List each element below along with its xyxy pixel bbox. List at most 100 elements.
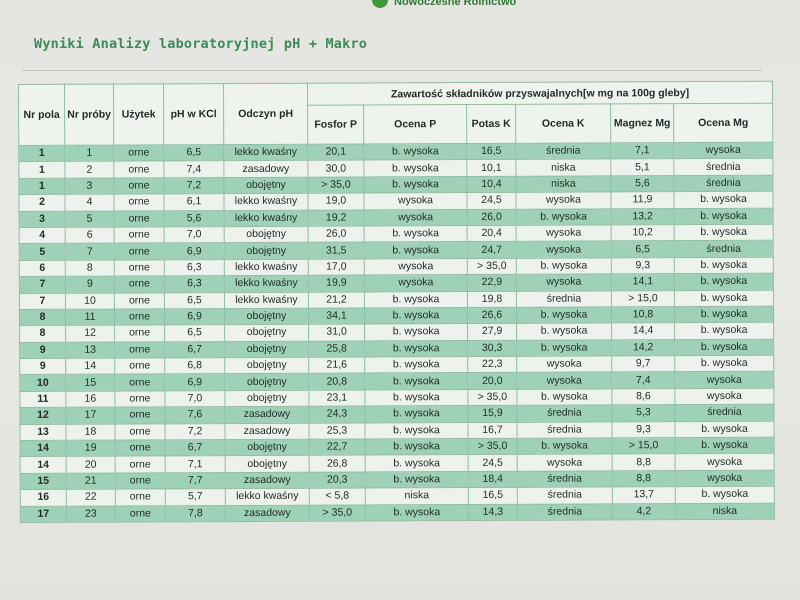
cell-potas: 24,5 [466, 192, 517, 210]
cell-ocena-mg: wysoka [675, 470, 775, 487]
cell-fosfor: 31,0 [308, 324, 365, 341]
cell-ocena-p: b. wysoka [363, 176, 467, 194]
cell-ocena-mg: średnia [674, 404, 775, 422]
cell-ocena-k: b. wysoka [516, 339, 612, 357]
cell-uzytek: orne [114, 210, 165, 228]
cell-potas: 22,9 [467, 274, 517, 292]
cell-ph-kcl: 6,9 [164, 374, 225, 391]
cell-uzytek: orne [114, 226, 165, 244]
cell-odczyn: lekko kwaśny [224, 275, 309, 293]
cell-nr-pola: 8 [19, 309, 66, 326]
cell-ocena-mg: wysoka [674, 388, 774, 405]
cell-ocena-mg: b. wysoka [674, 306, 774, 323]
cell-magnez: > 15,0 [612, 437, 676, 455]
cell-nr-proby: 6 [65, 227, 115, 244]
cell-nr-pola: 7 [19, 292, 66, 310]
cell-fosfor: > 35,0 [307, 176, 364, 194]
cell-magnez: 14,4 [611, 322, 675, 340]
cell-uzytek: orne [113, 161, 164, 178]
cell-magnez: 5,3 [611, 404, 675, 422]
cell-ocena-k: niska [515, 159, 611, 177]
cell-fosfor: 26,8 [309, 455, 366, 473]
cell-ocena-p: b. wysoka [365, 471, 469, 489]
cell-nr-pola: 17 [20, 505, 67, 523]
header-potas: Potas K [466, 104, 516, 144]
cell-odczyn: lekko kwaśny [224, 209, 309, 227]
cell-potas: 22,3 [467, 356, 517, 374]
cell-ocena-k: b. wysoka [516, 323, 612, 341]
cell-nr-pola: 4 [19, 227, 66, 244]
cell-ph-kcl: 6,5 [163, 144, 224, 162]
cell-ocena-mg: b. wysoka [674, 322, 774, 340]
cell-ocena-mg: średnia [673, 158, 773, 176]
cell-uzytek: orne [114, 423, 166, 441]
results-table: Nr pola Nr próby Użytek pH w KCl Odczyn … [18, 81, 775, 523]
cell-nr-pola: 14 [20, 456, 67, 474]
cell-odczyn: zasadowy [224, 422, 310, 440]
cell-uzytek: orne [115, 489, 166, 506]
cell-nr-proby: 17 [65, 407, 115, 424]
cell-fosfor: 26,0 [308, 225, 365, 243]
cell-nr-proby: 12 [65, 325, 115, 342]
cell-ocena-p: b. wysoka [364, 389, 468, 407]
cell-ph-kcl: 6,3 [164, 275, 225, 293]
cell-ocena-p: b. wysoka [364, 422, 469, 440]
cell-ph-kcl: 6,5 [164, 324, 225, 342]
cell-potas: > 35,0 [468, 438, 518, 455]
cell-ph-kcl: 7,0 [164, 390, 225, 408]
cell-ocena-mg: średnia [673, 174, 774, 192]
cell-fosfor: < 5,8 [309, 488, 366, 505]
cell-fosfor: 25,8 [308, 340, 365, 358]
cell-nr-proby: 20 [66, 456, 116, 474]
cell-uzytek: orne [115, 456, 166, 473]
cell-odczyn: lekko kwaśny [225, 488, 310, 506]
cell-uzytek: orne [114, 308, 165, 326]
cell-ocena-mg: b. wysoka [674, 289, 774, 307]
cell-ocena-k: średnia [516, 405, 612, 422]
cell-nr-proby: 22 [66, 489, 116, 506]
cell-magnez: 4,2 [612, 503, 676, 520]
cell-nr-pola: 14 [20, 440, 67, 457]
cell-odczyn: obojętny [224, 324, 309, 342]
cell-potas: 26,0 [467, 208, 517, 226]
cell-ocena-mg: b. wysoka [674, 256, 774, 274]
cell-magnez: 13,7 [612, 486, 676, 504]
cell-odczyn: obojętny [225, 455, 310, 473]
cell-ocena-p: b. wysoka [365, 438, 469, 456]
cell-uzytek: orne [113, 177, 164, 195]
cell-ocena-mg: b. wysoka [674, 273, 774, 291]
cell-ph-kcl: 7,1 [165, 456, 226, 473]
cell-ocena-k: średnia [516, 421, 613, 439]
cell-ph-kcl: 6,3 [164, 259, 225, 276]
cell-potas: 20,4 [467, 225, 517, 242]
cell-nr-pola: 7 [19, 276, 66, 294]
cell-uzytek: orne [113, 194, 165, 211]
cell-ocena-mg: b. wysoka [674, 207, 774, 225]
cell-ocena-k: średnia [516, 290, 612, 308]
header-magnez: Magnez Mg [610, 103, 674, 143]
cell-odczyn: obojętny [224, 373, 309, 391]
cell-magnez: 14,1 [611, 273, 675, 291]
cell-magnez: 8,6 [611, 388, 675, 406]
table-row: 17 23 orne 7,8 zasadowy > 35,0 b. wysoka 14,3 śr… [20, 502, 775, 523]
cell-ocena-k: średnia [517, 503, 613, 521]
cell-fosfor: > 35,0 [309, 504, 366, 522]
cell-nr-pola: 2 [18, 194, 66, 212]
cell-nr-pola: 12 [19, 407, 66, 425]
cell-odczyn: obojętny [223, 177, 308, 194]
cell-uzytek: orne [114, 259, 165, 277]
cell-uzytek: orne [114, 243, 165, 260]
cell-nr-pola: 1 [18, 161, 65, 179]
cell-magnez: 5,6 [610, 175, 674, 193]
cell-ocena-p: b. wysoka [364, 323, 468, 341]
header-ocena-mg: Ocena Mg [673, 103, 773, 143]
cell-uzytek: orne [114, 390, 165, 408]
cell-nr-proby: 23 [66, 505, 116, 523]
cell-odczyn: zasadowy [223, 160, 308, 178]
cell-nr-proby: 16 [65, 390, 115, 408]
cell-fosfor: 20,3 [309, 471, 366, 489]
cell-nr-proby: 14 [65, 358, 115, 375]
cell-ph-kcl: 7,4 [163, 160, 224, 178]
cell-fosfor: 21,2 [308, 291, 365, 309]
brand-logo: Nowoczesne Rolnictwo [372, 0, 516, 10]
